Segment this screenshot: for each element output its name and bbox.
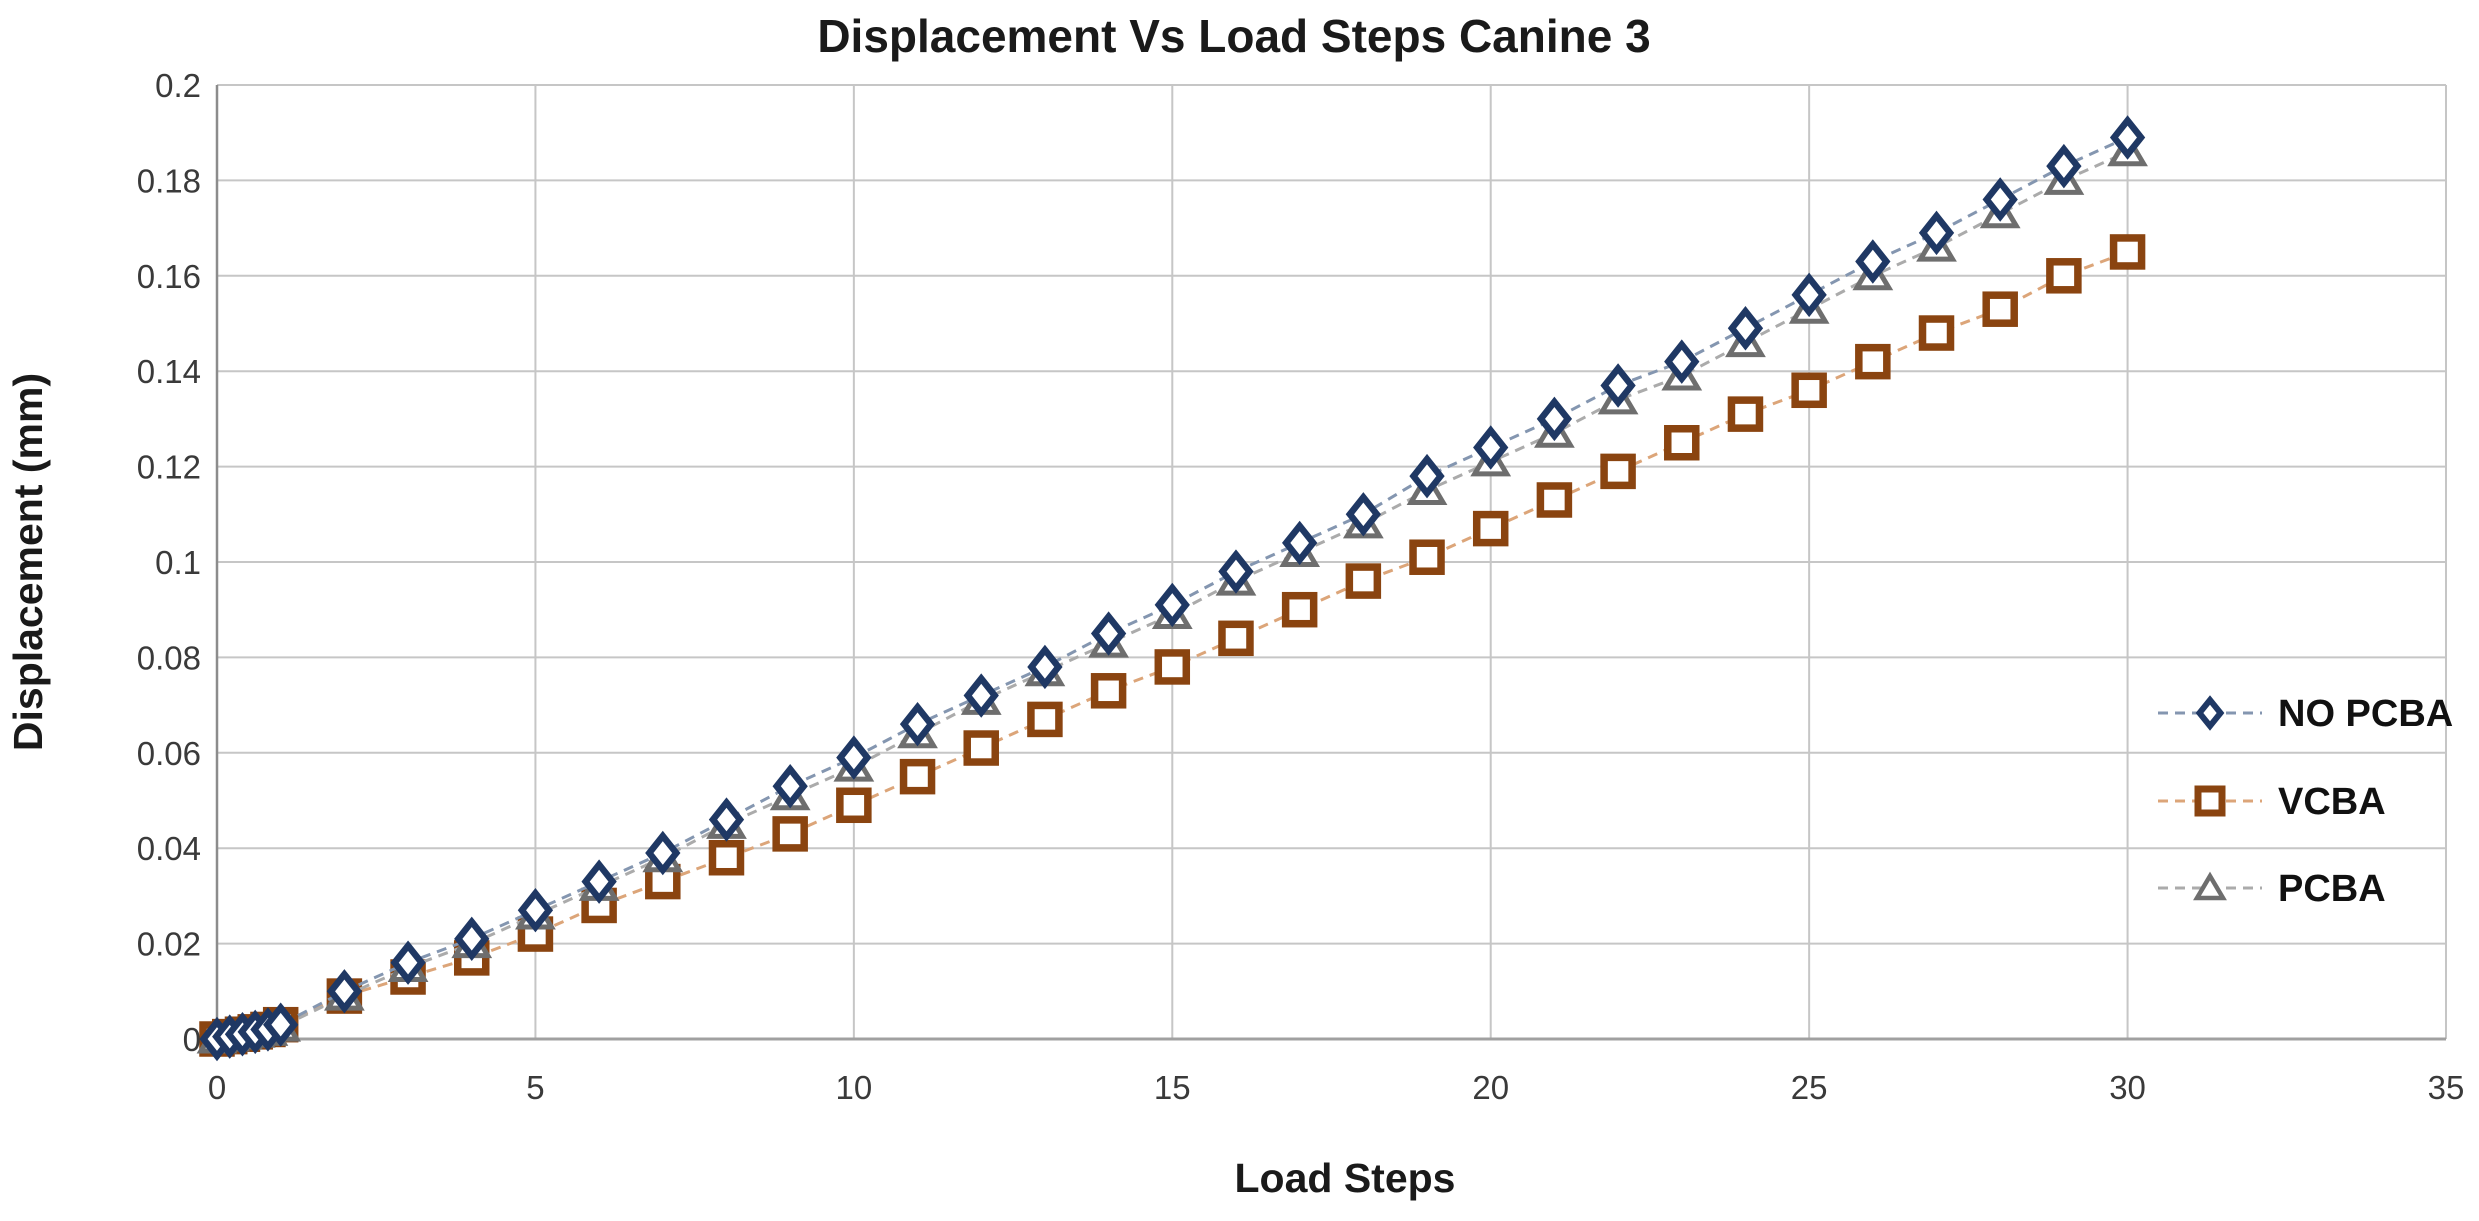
tick-labels: 0 0.02 0.04 0.06 0.08 0.1 0.12 0.14 0.16 0.18 0.2 0… [137, 67, 2465, 1106]
square-marker [1154, 649, 1191, 685]
diamond-marker [1345, 492, 1381, 537]
diamond-marker [1855, 239, 1891, 284]
x-tick-label: 30 [2109, 1069, 2146, 1106]
square-marker [2109, 234, 2146, 270]
legend-square-marker [2194, 785, 2226, 817]
diamond-marker [963, 673, 999, 718]
diamond-marker [2046, 143, 2082, 189]
diamond-marker [1536, 396, 1573, 442]
x-tick-label: 25 [1791, 1069, 1828, 1106]
x-tick-label: 10 [835, 1069, 872, 1106]
square-marker [1982, 291, 2018, 327]
axes [215, 85, 2446, 1041]
legend-label: VCBA [2278, 781, 2386, 823]
square-marker [708, 839, 745, 876]
diamond-marker [1409, 453, 1445, 499]
square-marker [1345, 563, 1382, 599]
y-tick-label: 0.1 [155, 544, 201, 581]
diamond-marker [1918, 210, 1955, 256]
y-tick-label: 0.04 [137, 830, 201, 867]
diamond-marker [1727, 306, 1764, 351]
diamond-marker [1090, 611, 1127, 656]
diamond-marker [836, 735, 872, 780]
diamond-marker [1982, 177, 2018, 222]
y-tick-label: 0.16 [137, 258, 201, 295]
legend-label: NO PCBA [2278, 693, 2453, 735]
square-marker [1218, 620, 1254, 657]
x-tick-label: 0 [208, 1069, 226, 1106]
x-tick-label: 35 [2428, 1069, 2465, 1106]
diamond-marker [1473, 425, 1509, 470]
diamond-marker [645, 830, 681, 876]
diamond-marker [2109, 115, 2146, 160]
diamond-marker [581, 859, 617, 904]
series-no-pcba [199, 115, 2146, 1062]
diamond-marker [1218, 549, 1254, 594]
square-marker [1472, 510, 1509, 547]
square-marker [1664, 425, 1700, 461]
square-marker [1727, 396, 1764, 432]
square-marker [1600, 453, 1636, 490]
legend-item-vcba: VCBA [2158, 781, 2386, 823]
y-axis-title: Displacement (mm) [5, 373, 51, 751]
x-axis-title: Load Steps [1235, 1155, 1456, 1201]
square-marker [772, 816, 808, 852]
square-marker [2046, 258, 2082, 294]
diamond-marker [708, 797, 745, 842]
x-tick-label: 20 [1472, 1069, 1509, 1106]
legend: NO PCBA VCBA PCBA [2158, 693, 2453, 910]
diamond-marker [263, 1002, 299, 1047]
x-tick-label: 5 [526, 1069, 544, 1106]
diamond-marker [454, 916, 490, 962]
square-marker [1536, 482, 1573, 518]
x-tick-label: 15 [1154, 1069, 1191, 1106]
square-marker [1855, 343, 1891, 380]
series-layer [196, 115, 2148, 1062]
diamond-marker [517, 887, 554, 933]
square-marker [836, 787, 872, 824]
legend-label: PCBA [2278, 868, 2386, 910]
square-marker [899, 758, 936, 795]
square-marker [1281, 591, 1318, 628]
diamond-marker [390, 940, 426, 985]
diamond-marker [1027, 644, 1063, 690]
square-marker [1090, 673, 1127, 709]
y-tick-label: 0.12 [137, 449, 201, 486]
square-marker [1918, 315, 1955, 351]
y-tick-label: 0.08 [137, 639, 201, 676]
diamond-marker [1154, 582, 1190, 628]
square-marker [1027, 701, 1063, 738]
legend-item-pcba: PCBA [2158, 868, 2386, 910]
square-marker [963, 730, 999, 766]
diamond-marker [326, 969, 363, 1014]
diamond-marker [1282, 520, 1318, 566]
y-tick-label: 0 [183, 1021, 201, 1058]
gridlines [217, 84, 2447, 1039]
legend-triangle-marker [2193, 871, 2227, 901]
diamond-marker [899, 701, 936, 747]
y-tick-label: 0.06 [137, 735, 201, 772]
y-tick-label: 0.18 [137, 162, 201, 199]
diamond-marker [1791, 272, 1827, 318]
diamond-marker [1600, 363, 1636, 408]
diamond-marker [772, 763, 808, 809]
y-tick-label: 0.2 [155, 67, 201, 104]
y-tick-label: 0.14 [137, 353, 201, 390]
diamond-marker [1664, 339, 1700, 384]
y-tick-label: 0.02 [137, 926, 201, 963]
legend-diamond-marker [2195, 695, 2225, 731]
chart-title: Displacement Vs Load Steps Canine 3 [817, 10, 1650, 62]
square-marker [1791, 372, 1827, 409]
square-marker [1409, 539, 1445, 575]
legend-item-no-pcba: NO PCBA [2158, 693, 2453, 735]
